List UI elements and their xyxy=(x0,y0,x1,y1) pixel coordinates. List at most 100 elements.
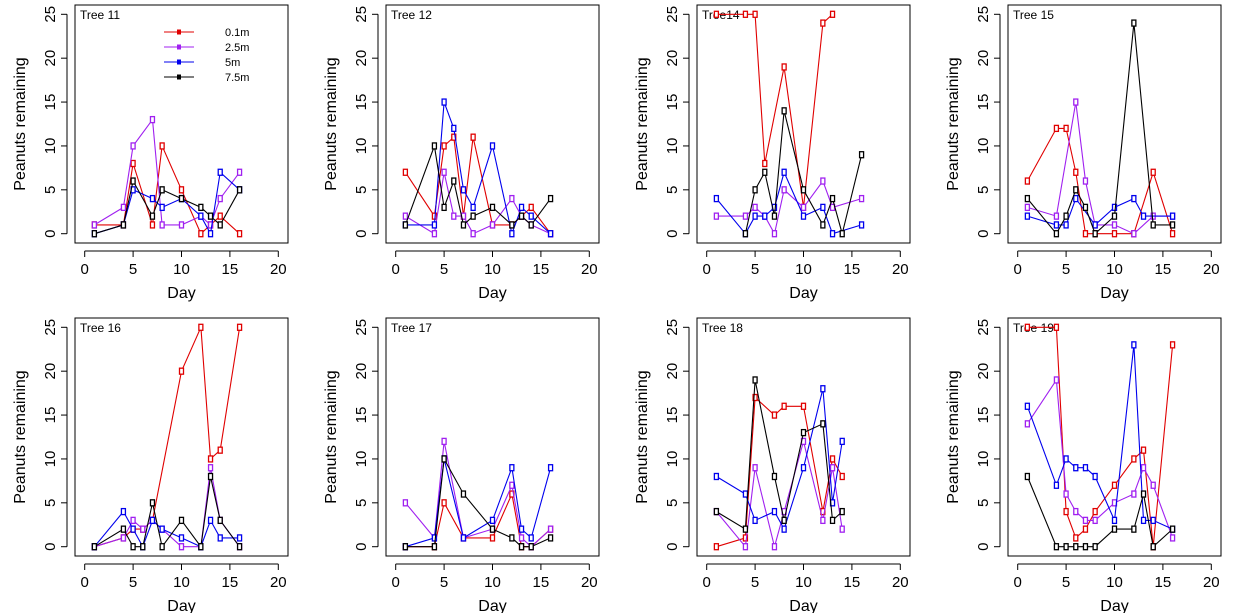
data-point xyxy=(858,194,865,203)
x-tick-label: 15 xyxy=(844,261,861,278)
panel-1: 0 5 10 15 20 Day 0 5 10 15 20 25 Peanuts remaining Tr… xyxy=(12,4,289,302)
y-tick-label: 20 xyxy=(42,363,59,380)
data-point xyxy=(509,221,515,229)
x-tick-label: 0 xyxy=(81,574,89,591)
x-tick-label: 0 xyxy=(392,261,400,278)
data-point xyxy=(1082,516,1089,525)
y-tick-label: 20 xyxy=(664,363,681,380)
data-point xyxy=(1150,481,1156,489)
data-point xyxy=(1053,543,1060,551)
data-point xyxy=(441,142,447,150)
x-tick-label: 0 xyxy=(1014,574,1022,591)
data-point xyxy=(713,507,720,516)
panel-title: Tree 11 xyxy=(80,8,120,22)
data-point xyxy=(781,63,787,71)
data-point xyxy=(1169,230,1176,238)
data-point xyxy=(441,437,447,446)
data-point xyxy=(1024,212,1031,220)
data-point xyxy=(518,534,525,542)
data-point xyxy=(781,107,787,115)
data-point xyxy=(130,142,136,150)
panel-title: Tree 12 xyxy=(391,8,432,22)
data-point xyxy=(149,212,156,220)
data-point xyxy=(762,159,768,168)
data-point xyxy=(820,19,826,27)
data-point xyxy=(431,142,438,150)
panel-title: Tree 15 xyxy=(1013,8,1054,22)
series-line xyxy=(1027,326,1174,547)
data-point xyxy=(518,212,525,220)
data-point xyxy=(762,168,768,176)
data-point xyxy=(489,221,496,229)
data-point xyxy=(431,534,438,542)
x-tick-label: 20 xyxy=(270,261,287,278)
data-point xyxy=(1024,472,1031,481)
data-point xyxy=(130,525,136,533)
y-tick-label: 0 xyxy=(664,230,681,238)
data-point xyxy=(1092,507,1098,516)
data-point xyxy=(460,534,467,542)
data-point xyxy=(140,525,146,533)
data-point xyxy=(742,230,749,238)
y-tick-label: 25 xyxy=(353,319,370,336)
plot-frame xyxy=(385,317,600,557)
x-tick-label: 10 xyxy=(484,574,501,591)
data-point xyxy=(528,543,534,551)
panel-4: 0 5 10 15 20 Day 0 5 10 15 20 25 Peanuts remaining Tr… xyxy=(945,4,1222,302)
x-tick-label: 15 xyxy=(844,574,861,591)
data-point xyxy=(178,543,185,551)
data-point xyxy=(528,221,534,229)
x-tick-label: 20 xyxy=(581,574,598,591)
x-tick-label: 10 xyxy=(484,261,501,278)
data-point xyxy=(1082,230,1089,238)
data-point xyxy=(198,543,204,551)
data-point xyxy=(1140,516,1147,525)
data-point xyxy=(1140,212,1147,220)
data-point xyxy=(1053,230,1060,238)
data-point xyxy=(752,10,758,18)
data-point xyxy=(178,367,185,375)
y-tick-label: 25 xyxy=(975,6,992,23)
series-7.5m xyxy=(1024,19,1176,238)
data-point xyxy=(781,168,787,176)
y-tick-label: 5 xyxy=(975,499,992,507)
y-tick-label: 5 xyxy=(42,186,59,194)
data-point xyxy=(130,543,136,551)
series-0.1m xyxy=(713,393,845,551)
data-point xyxy=(236,186,243,194)
panel-7: 0 5 10 15 20 Day 0 5 10 15 20 25 Peanuts remaining Tr… xyxy=(634,317,911,613)
y-tick-label: 5 xyxy=(353,186,370,194)
data-point xyxy=(402,168,409,176)
data-point xyxy=(1024,203,1031,212)
data-point xyxy=(489,142,496,150)
data-point xyxy=(198,230,204,238)
data-point xyxy=(742,543,749,551)
data-point xyxy=(547,194,554,203)
y-tick-label: 10 xyxy=(42,451,59,468)
data-point xyxy=(460,490,467,498)
data-point xyxy=(1073,507,1079,516)
data-point xyxy=(781,186,787,194)
y-tick-label: 0 xyxy=(664,543,681,551)
data-point xyxy=(1082,203,1089,212)
data-point xyxy=(713,543,720,551)
x-axis-title: Day xyxy=(167,285,195,302)
data-point xyxy=(752,203,758,212)
data-point xyxy=(1053,212,1060,220)
x-axis-title: Day xyxy=(478,285,506,302)
x-tick-label: 0 xyxy=(703,261,711,278)
y-axis-title: Peanuts remaining xyxy=(12,370,29,503)
series-7.5m xyxy=(402,142,554,229)
plot-frame xyxy=(385,4,600,244)
data-point xyxy=(518,543,525,551)
data-point xyxy=(742,525,749,533)
data-point xyxy=(441,98,447,106)
data-point xyxy=(1073,464,1079,472)
data-point xyxy=(207,464,214,472)
data-point xyxy=(451,133,457,141)
y-axis-title: Peanuts remaining xyxy=(634,370,651,503)
x-tick-label: 5 xyxy=(1062,574,1070,591)
x-tick-label: 15 xyxy=(1155,574,1172,591)
data-point xyxy=(752,393,758,402)
data-point xyxy=(528,534,534,542)
